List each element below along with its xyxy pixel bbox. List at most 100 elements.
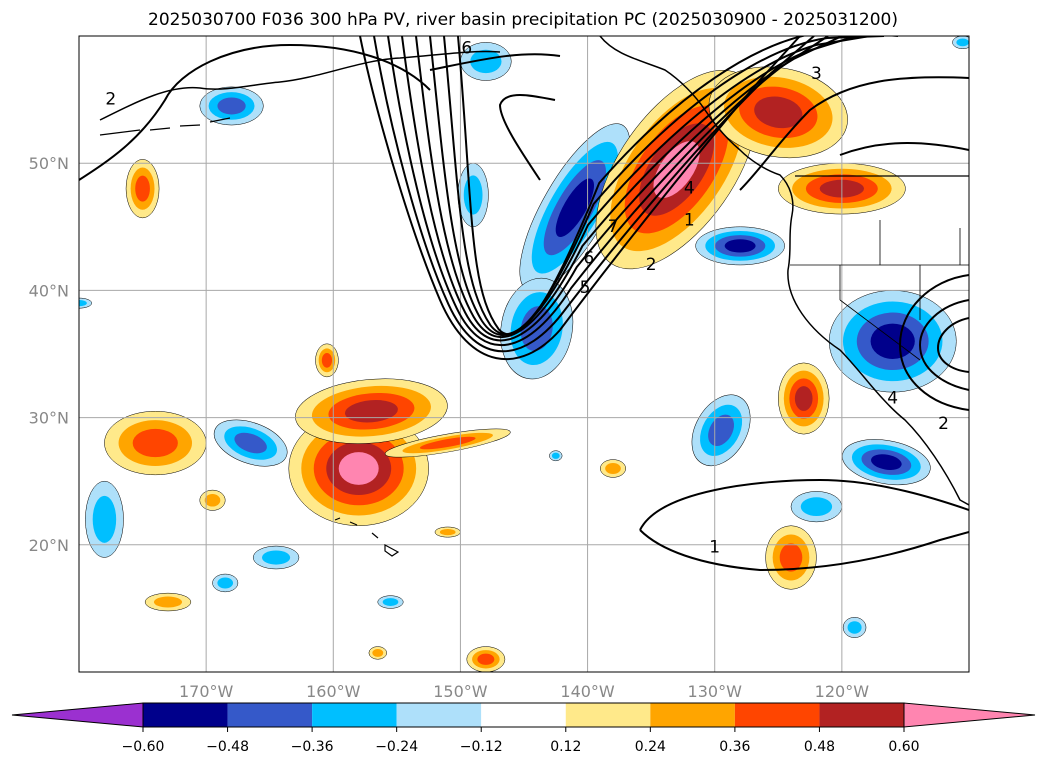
shaded-region bbox=[695, 226, 785, 266]
shade-band bbox=[204, 494, 221, 507]
pv-contour bbox=[898, 274, 969, 411]
us-state-borders bbox=[790, 220, 969, 361]
colorbar-tick-label: −0.48 bbox=[206, 739, 249, 755]
shade-band bbox=[234, 432, 267, 454]
shaded-region bbox=[519, 123, 631, 293]
shade-band bbox=[261, 550, 291, 565]
latitude-ticks: 20°N 30°N 40°N 50°N bbox=[29, 154, 69, 555]
shade-band bbox=[79, 299, 87, 307]
pv-contour bbox=[79, 43, 431, 181]
shaded-region bbox=[213, 419, 288, 467]
shaded-region bbox=[778, 362, 830, 435]
shaded-region bbox=[315, 343, 339, 378]
pv-contour bbox=[739, 76, 969, 191]
shaded-region bbox=[952, 36, 969, 49]
pv-contour bbox=[373, 36, 815, 353]
shade-band bbox=[92, 495, 117, 543]
contour-label: 5 bbox=[580, 278, 591, 298]
shade-band bbox=[724, 239, 756, 253]
shaded-region bbox=[199, 489, 226, 511]
shaded-region bbox=[125, 159, 160, 219]
shade-band bbox=[653, 141, 700, 198]
shaded-region bbox=[842, 439, 931, 486]
contour-label: 6 bbox=[583, 249, 594, 269]
shaded-region bbox=[708, 66, 848, 159]
shaded-region bbox=[457, 162, 489, 228]
shaded-region bbox=[199, 86, 264, 126]
contour-label: 1 bbox=[684, 210, 695, 230]
colorbar-segment bbox=[819, 703, 904, 727]
shade-band bbox=[754, 96, 803, 129]
shade-band bbox=[217, 97, 246, 115]
contour-label: 3 bbox=[811, 64, 822, 84]
shade-band bbox=[419, 436, 476, 450]
shaded-region bbox=[790, 491, 843, 523]
shaded-region bbox=[252, 545, 300, 570]
map-frame bbox=[78, 35, 970, 673]
shade-band bbox=[794, 386, 813, 411]
shaded-region bbox=[79, 297, 92, 309]
pv-contour bbox=[498, 94, 556, 181]
x-tick-label: 160°W bbox=[306, 682, 361, 701]
colorbar-segment bbox=[396, 703, 482, 727]
pv-contour bbox=[936, 317, 969, 373]
colorbar-segment bbox=[227, 703, 313, 727]
colorbar-segment bbox=[650, 703, 735, 727]
shade-band bbox=[463, 175, 483, 215]
pv-contour bbox=[839, 142, 969, 156]
colorbar-frame bbox=[142, 702, 905, 728]
contour-label: 6 bbox=[461, 39, 472, 59]
colorbar-extend-low bbox=[11, 702, 144, 728]
y-tick-label: 40°N bbox=[29, 281, 69, 300]
pv-contour bbox=[918, 299, 969, 391]
shade-band bbox=[217, 577, 234, 589]
x-tick-label: 150°W bbox=[433, 682, 488, 701]
colorbar-segment bbox=[481, 703, 566, 727]
precipitation-pc-shading bbox=[79, 36, 969, 672]
contour-label: 1 bbox=[709, 537, 720, 557]
shade-band bbox=[870, 323, 915, 359]
y-tick-label: 30°N bbox=[29, 409, 69, 428]
shaded-region bbox=[765, 525, 817, 590]
map-area: 6 3 2 4 1 7 2 5 6 4 2 1 bbox=[79, 36, 969, 672]
colorbar-segment bbox=[565, 703, 651, 727]
shaded-region bbox=[549, 450, 563, 462]
pv-contour bbox=[387, 36, 829, 347]
contour-label: 2 bbox=[938, 414, 949, 434]
pv-contour bbox=[359, 36, 801, 361]
longitude-ticks: 170°W 160°W 150°W 140°W 130°W 120°W bbox=[179, 682, 869, 701]
shade-band bbox=[871, 454, 902, 470]
colorbar-tick-label: 0.12 bbox=[550, 739, 581, 755]
colorbar-tick-label: −0.60 bbox=[122, 739, 165, 755]
hawaiian-islands bbox=[334, 517, 400, 557]
x-tick-label: 140°W bbox=[560, 682, 615, 701]
shaded-region bbox=[384, 428, 511, 458]
shaded-region bbox=[377, 595, 404, 609]
shade-band bbox=[321, 353, 333, 368]
contour-label: 7 bbox=[608, 217, 619, 237]
colorbar-tick-label: −0.24 bbox=[375, 739, 418, 755]
colorbar-tick-label: −0.12 bbox=[460, 739, 503, 755]
shaded-region bbox=[842, 617, 867, 638]
shaded-region bbox=[368, 646, 387, 660]
pv-contour bbox=[401, 36, 843, 342]
shade-band bbox=[372, 649, 384, 657]
shade-band bbox=[135, 175, 150, 202]
pv-contour bbox=[639, 478, 969, 531]
shade-band bbox=[153, 596, 183, 608]
shade-band bbox=[779, 543, 803, 572]
shade-band bbox=[555, 178, 595, 237]
shade-band bbox=[344, 399, 398, 423]
colorbar-segment bbox=[312, 703, 397, 727]
shade-band bbox=[956, 38, 969, 47]
shaded-region bbox=[466, 646, 506, 672]
shade-band bbox=[132, 428, 178, 458]
shade-band bbox=[439, 528, 456, 536]
shaded-region bbox=[104, 410, 207, 476]
shade-band bbox=[847, 621, 862, 634]
gridlines bbox=[79, 36, 969, 672]
colorbar-segment bbox=[734, 703, 820, 727]
contour-label: 2 bbox=[646, 255, 657, 275]
pv-contour bbox=[457, 36, 898, 336]
